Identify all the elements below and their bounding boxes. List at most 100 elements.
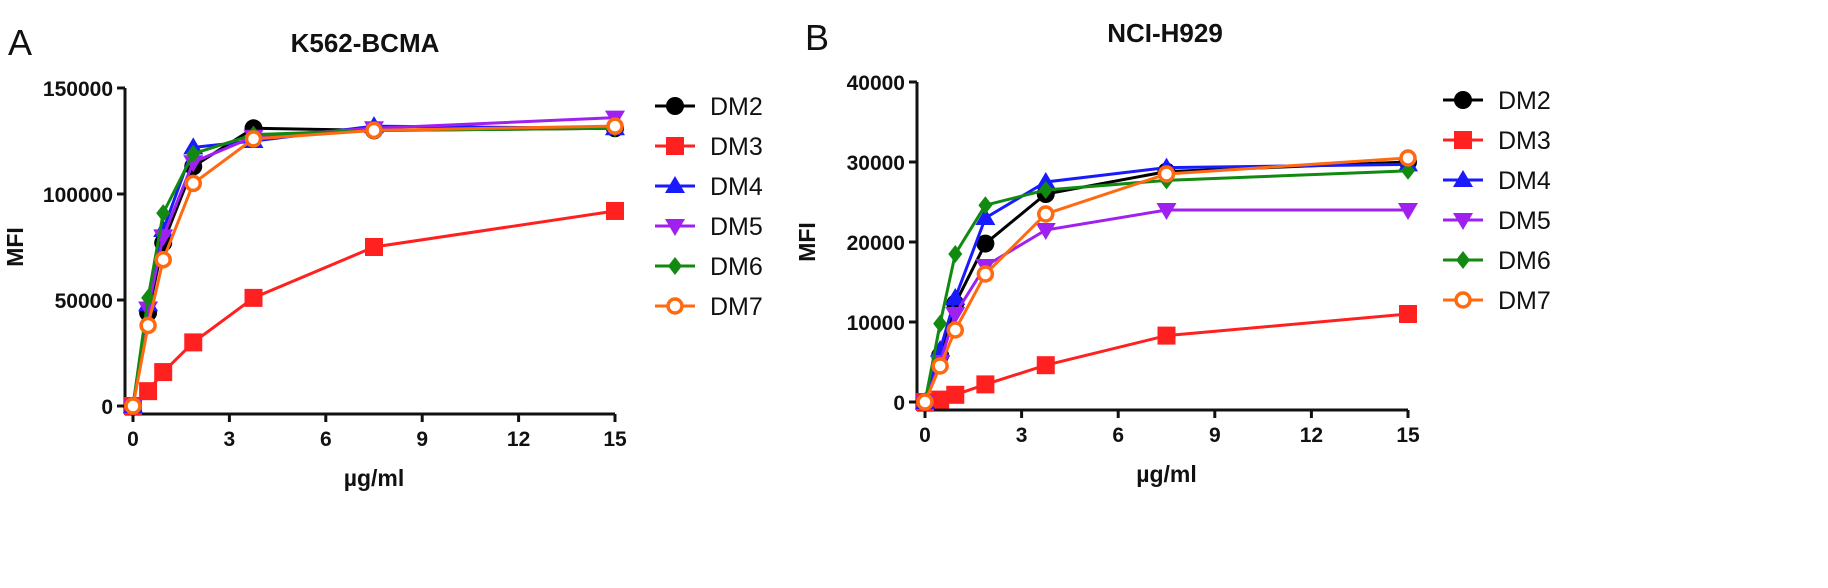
data-point-DM7 bbox=[139, 316, 157, 335]
x-tick-label: 0 bbox=[919, 424, 931, 447]
legend-item-DM5: DM5 bbox=[1443, 207, 1551, 235]
legend-item-DM7: DM7 bbox=[655, 293, 763, 321]
data-point-DM5 bbox=[1156, 203, 1177, 220]
data-point-DM3 bbox=[1157, 326, 1176, 345]
data-point-DM6 bbox=[1401, 161, 1415, 180]
data-point-DM7 bbox=[154, 250, 172, 269]
data-point-DM6 bbox=[141, 288, 156, 307]
data-point-DM3 bbox=[244, 288, 263, 307]
y-tick-label: 40000 bbox=[847, 72, 905, 95]
y-tick-label: 20000 bbox=[847, 232, 905, 255]
series-line-DM2 bbox=[131, 126, 616, 407]
data-point-DM5 bbox=[945, 307, 966, 324]
series-line-DM7 bbox=[923, 156, 1409, 403]
y-tick-label: 0 bbox=[893, 392, 905, 415]
legend-label: DM2 bbox=[1498, 87, 1551, 115]
x-tick-label: 9 bbox=[1209, 424, 1221, 447]
series-DM7 bbox=[916, 149, 1417, 411]
x-tick-label: 6 bbox=[1112, 424, 1124, 447]
legend-item-DM3: DM3 bbox=[1443, 127, 1551, 155]
data-point-DM4 bbox=[975, 208, 996, 225]
series-line-DM4 bbox=[923, 162, 1409, 403]
legend-label: DM7 bbox=[1498, 287, 1551, 315]
series-line-DM2 bbox=[923, 160, 1409, 403]
data-point-DM6 bbox=[933, 314, 948, 333]
legend-item-DM5: DM5 bbox=[655, 213, 763, 241]
legend-marker bbox=[666, 137, 684, 155]
legend-marker bbox=[1453, 213, 1473, 230]
data-point-DM6 bbox=[186, 144, 201, 163]
x-tick-label: 15 bbox=[1396, 424, 1420, 447]
series-DM3 bbox=[124, 201, 624, 415]
data-point-DM5 bbox=[183, 155, 204, 173]
data-point-DM6 bbox=[1038, 181, 1053, 199]
legend-marker bbox=[666, 297, 684, 315]
data-point-DM3 bbox=[976, 375, 995, 394]
legend-item-DM7: DM7 bbox=[1443, 287, 1551, 315]
data-point-DM3 bbox=[154, 363, 173, 382]
y-tick-label: 50000 bbox=[55, 290, 113, 313]
data-point-DM2 bbox=[976, 234, 995, 253]
panel-label: A bbox=[8, 22, 32, 63]
y-tick-label: 100000 bbox=[43, 184, 113, 207]
legend-label: DM3 bbox=[710, 133, 763, 161]
legend-marker bbox=[1454, 291, 1472, 309]
data-point-DM7 bbox=[931, 357, 949, 375]
data-point-DM7 bbox=[244, 130, 263, 148]
series-DM7 bbox=[124, 117, 624, 415]
legend-marker bbox=[665, 176, 685, 193]
data-point-DM6 bbox=[948, 245, 963, 263]
series-DM4 bbox=[915, 154, 1418, 409]
data-point-DM7 bbox=[1399, 149, 1417, 167]
x-tick-label: 6 bbox=[320, 428, 332, 451]
data-point-DM4 bbox=[1035, 172, 1056, 189]
data-point-DM5 bbox=[1035, 223, 1056, 240]
data-point-DM3 bbox=[139, 382, 158, 401]
legend-item-DM6: DM6 bbox=[1443, 247, 1551, 275]
data-point-DM7 bbox=[1037, 205, 1055, 223]
panel-label: B bbox=[805, 17, 829, 58]
series-DM2 bbox=[916, 153, 1417, 411]
legend-item-DM2: DM2 bbox=[1443, 87, 1551, 115]
legend-item-DM4: DM4 bbox=[1443, 167, 1551, 195]
series-DM5 bbox=[123, 110, 625, 416]
legend-label: DM6 bbox=[1498, 247, 1551, 275]
data-point-DM3 bbox=[946, 385, 965, 404]
data-point-DM7 bbox=[1157, 165, 1176, 183]
legend-label: DM5 bbox=[1498, 207, 1551, 235]
data-point-DM6 bbox=[156, 204, 171, 223]
data-point-DM3 bbox=[606, 201, 624, 220]
legend-label: DM4 bbox=[1498, 167, 1551, 195]
series-DM3 bbox=[916, 305, 1417, 411]
series-DM6 bbox=[918, 161, 1415, 411]
x-axis-label: µg/ml bbox=[1136, 461, 1197, 487]
y-axis-label: MFI bbox=[794, 222, 820, 262]
data-point-DM7 bbox=[365, 121, 383, 140]
data-point-DM7 bbox=[946, 321, 965, 339]
data-point-DM5 bbox=[1398, 203, 1418, 220]
y-tick-label: 0 bbox=[101, 396, 113, 419]
legend-label: DM4 bbox=[710, 173, 763, 201]
y-axis-label: MFI bbox=[2, 227, 28, 267]
data-point-DM3 bbox=[365, 238, 383, 256]
x-tick-label: 12 bbox=[1300, 424, 1323, 447]
x-tick-label: 0 bbox=[127, 428, 139, 451]
x-tick-label: 3 bbox=[1016, 424, 1028, 447]
legend-marker bbox=[1456, 251, 1470, 269]
legend-label: DM2 bbox=[710, 93, 763, 121]
data-point-DM3 bbox=[184, 333, 203, 352]
legend-marker bbox=[666, 97, 684, 115]
legend-marker bbox=[1453, 170, 1473, 187]
panel-A: A K562-BCMA 0 50000 100000 150000 0 3 6 9 12 15 µg/m… bbox=[2, 22, 763, 491]
data-point-DM7 bbox=[976, 265, 995, 283]
legend-item-DM2: DM2 bbox=[655, 93, 763, 121]
chart-title: NCI-H929 bbox=[1107, 18, 1223, 48]
x-axis-label: µg/ml bbox=[344, 465, 405, 491]
legend-label: DM7 bbox=[710, 293, 763, 321]
data-point-DM4 bbox=[945, 288, 966, 305]
series-line-DM5 bbox=[923, 208, 1408, 403]
series-line-DM4 bbox=[131, 124, 616, 407]
legend-item-DM6: DM6 bbox=[655, 253, 763, 281]
series-line-DM5 bbox=[131, 116, 616, 407]
data-point-DM7 bbox=[606, 117, 624, 135]
